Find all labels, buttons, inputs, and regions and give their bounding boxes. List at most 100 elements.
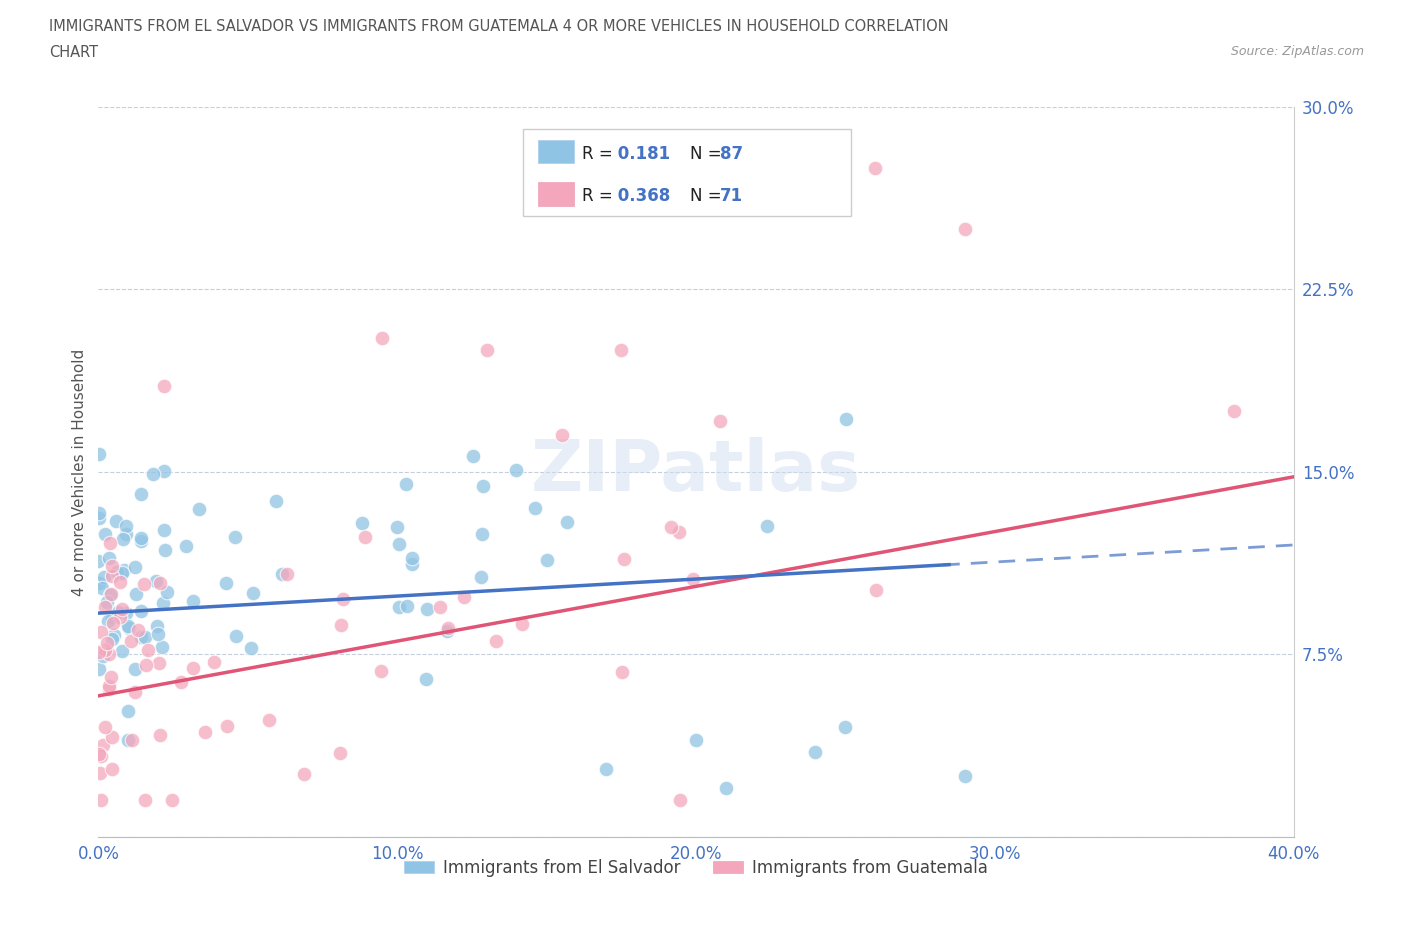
Point <box>134 630 156 644</box>
Point <box>153 523 176 538</box>
Point <box>124 684 146 699</box>
Point <box>131 534 153 549</box>
Point <box>387 519 409 534</box>
Point <box>127 623 149 638</box>
Point <box>160 793 183 808</box>
Point <box>101 568 124 583</box>
Point <box>270 566 292 581</box>
Point <box>93 648 115 663</box>
Point <box>93 570 115 585</box>
Point <box>387 599 409 614</box>
Point <box>124 559 146 574</box>
Point <box>145 573 167 588</box>
Text: Source: ZipAtlas.com: Source: ZipAtlas.com <box>1230 45 1364 58</box>
Point <box>259 712 281 727</box>
Point <box>153 543 176 558</box>
Point <box>668 525 690 539</box>
Point <box>110 565 132 580</box>
Point <box>332 591 354 606</box>
Point <box>472 478 495 493</box>
Point <box>120 634 142 649</box>
Point <box>152 463 174 478</box>
Point <box>87 446 110 461</box>
Point <box>183 660 205 675</box>
Point <box>714 781 737 796</box>
Point <box>292 766 315 781</box>
Legend: Immigrants from El Salvador, Immigrants from Guatemala: Immigrants from El Salvador, Immigrants … <box>398 852 994 883</box>
Point <box>146 627 169 642</box>
Point <box>108 609 131 624</box>
Text: R =: R = <box>582 187 613 206</box>
Point <box>276 566 298 581</box>
Point <box>354 529 377 544</box>
Point <box>112 531 135 546</box>
Point <box>557 514 579 529</box>
Point <box>98 646 121 661</box>
Point <box>242 585 264 600</box>
Point <box>131 531 153 546</box>
Point <box>94 526 117 541</box>
Point <box>202 655 225 670</box>
Point <box>105 514 128 529</box>
Point <box>240 641 263 656</box>
Point <box>96 594 118 609</box>
Point <box>101 730 124 745</box>
Point <box>90 749 112 764</box>
Point <box>453 590 475 604</box>
Point <box>100 587 122 602</box>
Point <box>685 732 707 747</box>
Point <box>90 793 112 808</box>
Point <box>536 552 558 567</box>
Point <box>174 538 197 553</box>
Point <box>834 720 856 735</box>
Point <box>401 556 423 571</box>
Text: CHART: CHART <box>49 45 98 60</box>
Point <box>149 575 172 590</box>
Point <box>115 519 138 534</box>
Point <box>388 537 411 551</box>
Point <box>121 733 143 748</box>
Point <box>132 577 155 591</box>
Point <box>395 477 418 492</box>
Point <box>371 331 394 346</box>
Point <box>505 462 527 477</box>
Point <box>329 618 352 632</box>
Y-axis label: 4 or more Vehicles in Household: 4 or more Vehicles in Household <box>72 349 87 595</box>
Text: N =: N = <box>690 145 721 163</box>
Point <box>416 601 439 616</box>
Point <box>101 762 124 777</box>
Point <box>115 605 138 620</box>
Point <box>461 448 484 463</box>
FancyBboxPatch shape <box>523 129 852 217</box>
Point <box>90 580 112 595</box>
Point <box>395 599 418 614</box>
Point <box>150 639 173 654</box>
Point <box>118 620 141 635</box>
Point <box>225 629 247 644</box>
Point <box>865 582 887 597</box>
Point <box>523 500 546 515</box>
Point <box>125 587 148 602</box>
Point <box>108 575 131 590</box>
Point <box>429 600 451 615</box>
Point <box>149 728 172 743</box>
Text: 87: 87 <box>720 145 742 163</box>
Point <box>96 636 118 651</box>
Point <box>117 703 139 718</box>
Point <box>91 737 114 752</box>
Text: N =: N = <box>690 187 721 206</box>
Point <box>470 570 492 585</box>
Point <box>131 604 153 618</box>
Point <box>89 576 111 591</box>
Point <box>401 551 423 565</box>
Point <box>215 576 238 591</box>
Point <box>129 630 152 644</box>
Point <box>437 621 460 636</box>
Text: ZIPatlas: ZIPatlas <box>531 437 860 507</box>
Point <box>613 551 636 566</box>
Point <box>188 501 211 516</box>
Point <box>436 624 458 639</box>
Point <box>87 661 110 676</box>
Point <box>804 744 827 759</box>
Point <box>215 718 238 733</box>
